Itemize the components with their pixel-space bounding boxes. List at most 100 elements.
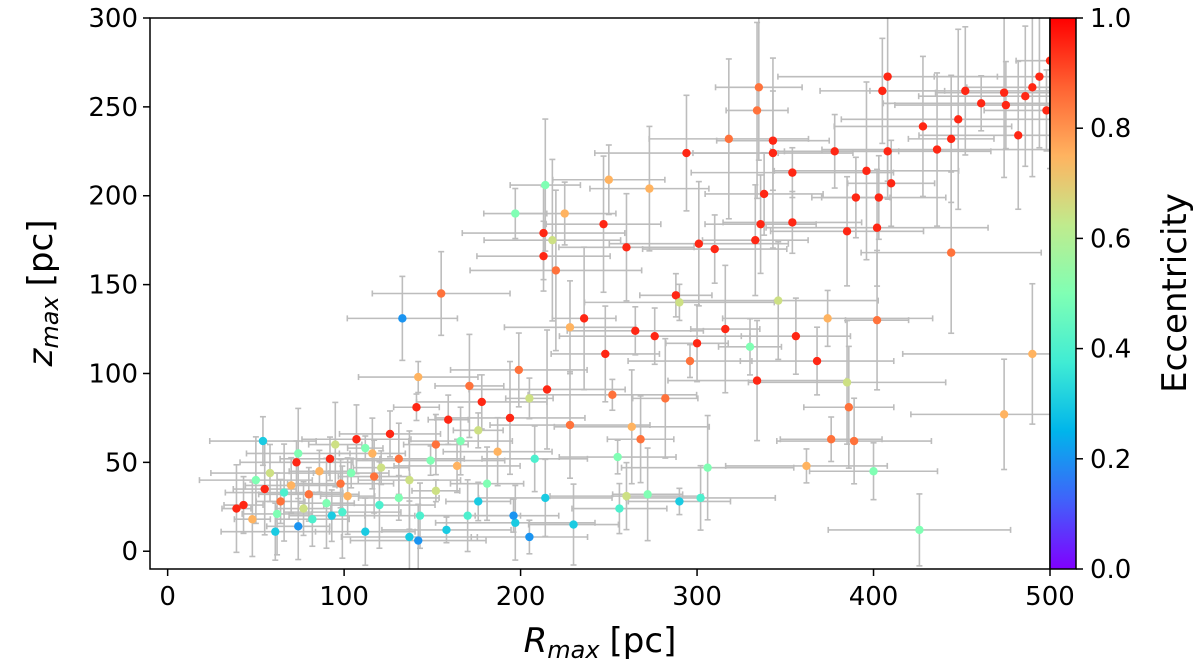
data-point bbox=[286, 481, 296, 490]
data-point bbox=[315, 467, 324, 476]
y-tick-label: 200 bbox=[88, 182, 138, 212]
data-point bbox=[331, 440, 340, 449]
colorbar-tick-label: 0.6 bbox=[1090, 224, 1131, 254]
data-point bbox=[675, 298, 684, 307]
data-point bbox=[304, 490, 314, 499]
data-point bbox=[405, 475, 414, 485]
x-tick-label: 500 bbox=[1025, 582, 1075, 612]
data-point bbox=[878, 86, 887, 96]
data-point bbox=[631, 326, 640, 336]
x-tick-label: 400 bbox=[849, 582, 899, 612]
data-point bbox=[752, 106, 762, 115]
data-point bbox=[276, 497, 285, 506]
data-point bbox=[788, 218, 797, 227]
data-point bbox=[774, 296, 783, 305]
data-point bbox=[525, 532, 534, 542]
data-point bbox=[452, 461, 462, 471]
data-point bbox=[842, 378, 852, 387]
data-point bbox=[272, 509, 282, 519]
data-point bbox=[812, 356, 822, 366]
x-tick-label: 200 bbox=[496, 582, 546, 612]
data-point bbox=[872, 315, 882, 325]
data-point bbox=[325, 454, 335, 463]
data-point bbox=[436, 289, 446, 298]
data-point bbox=[415, 511, 425, 520]
data-point bbox=[954, 115, 963, 124]
data-point bbox=[872, 223, 882, 232]
data-point bbox=[615, 504, 624, 513]
data-point bbox=[946, 134, 956, 144]
data-point bbox=[405, 532, 414, 542]
data-point bbox=[511, 209, 520, 218]
data-point bbox=[643, 490, 652, 499]
data-point bbox=[608, 390, 617, 400]
data-point bbox=[976, 99, 986, 108]
data-point bbox=[692, 339, 702, 348]
data-point bbox=[394, 493, 404, 503]
data-point bbox=[752, 376, 762, 385]
data-point bbox=[541, 180, 550, 190]
data-point bbox=[645, 184, 654, 193]
data-point bbox=[788, 168, 797, 177]
colorbar-tick-label: 1.0 bbox=[1090, 4, 1131, 34]
data-point bbox=[444, 415, 453, 424]
data-point bbox=[751, 235, 760, 245]
data-point bbox=[599, 219, 608, 229]
data-point bbox=[915, 525, 924, 535]
y-tick-label: 50 bbox=[105, 448, 138, 478]
data-point bbox=[398, 314, 407, 323]
data-point bbox=[474, 426, 483, 435]
data-point bbox=[826, 435, 836, 444]
data-point bbox=[756, 219, 765, 229]
data-point bbox=[412, 403, 421, 412]
data-points bbox=[232, 56, 1050, 545]
data-point bbox=[682, 148, 691, 158]
data-point bbox=[248, 515, 257, 524]
x-tick-label: 100 bbox=[319, 582, 369, 612]
data-point bbox=[579, 314, 589, 323]
data-point bbox=[661, 394, 670, 403]
colorbar bbox=[1049, 17, 1077, 570]
y-tick-label: 250 bbox=[88, 93, 138, 123]
data-point bbox=[851, 193, 861, 202]
data-point bbox=[1014, 131, 1023, 140]
data-point bbox=[569, 520, 578, 529]
y-tick-label: 100 bbox=[88, 359, 138, 389]
data-point bbox=[844, 403, 854, 412]
data-point bbox=[352, 435, 361, 444]
x-tick-label: 300 bbox=[672, 582, 722, 612]
data-point bbox=[565, 420, 575, 430]
data-point bbox=[768, 136, 778, 145]
colorbar-axis: 0.0 0.2 0.4 0.6 0.8 1.0 bbox=[1076, 4, 1131, 585]
data-point bbox=[710, 244, 719, 254]
data-point bbox=[361, 443, 370, 453]
data-point bbox=[849, 436, 859, 446]
data-point bbox=[883, 147, 892, 156]
data-point bbox=[294, 522, 303, 531]
data-point bbox=[883, 72, 892, 81]
data-point bbox=[671, 291, 681, 300]
data-point bbox=[675, 497, 684, 506]
data-point bbox=[514, 365, 524, 375]
data-point bbox=[721, 324, 730, 334]
data-point bbox=[542, 385, 552, 394]
data-point bbox=[376, 463, 386, 472]
data-point bbox=[685, 356, 695, 366]
data-point bbox=[548, 235, 557, 245]
data-point bbox=[842, 227, 852, 236]
data-point bbox=[431, 486, 441, 495]
data-point bbox=[271, 527, 280, 536]
data-point bbox=[530, 454, 539, 463]
data-point bbox=[338, 507, 347, 517]
data-point bbox=[1042, 106, 1050, 115]
data-point bbox=[768, 148, 778, 158]
data-point bbox=[463, 511, 472, 520]
y-axis: 0 50 100 150 200 250 300 bbox=[88, 4, 150, 567]
data-point bbox=[1021, 92, 1030, 101]
data-point bbox=[754, 83, 764, 92]
data-point bbox=[299, 504, 308, 513]
data-point bbox=[414, 536, 423, 545]
data-point bbox=[375, 500, 384, 510]
data-point bbox=[279, 488, 289, 497]
